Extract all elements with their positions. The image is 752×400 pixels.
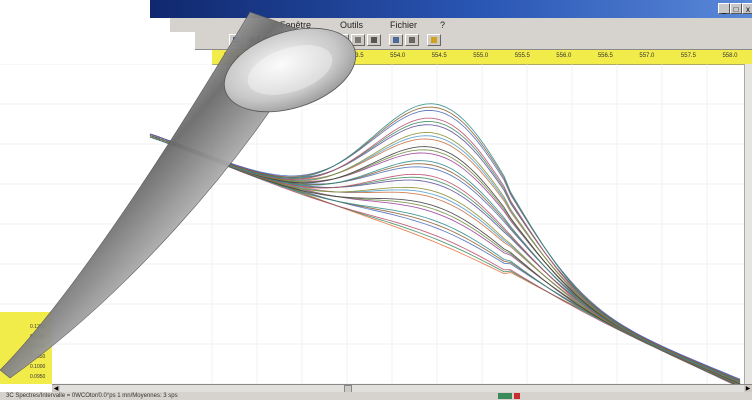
tool-icon [371, 37, 377, 43]
tool-icon [355, 37, 361, 43]
ruler-tick-label: 557.0 [639, 53, 655, 59]
scroll-left-button[interactable]: ◀ [52, 385, 60, 393]
ruler-tick-label: 555.0 [473, 53, 489, 59]
spectrum-series-line [149, 109, 741, 380]
ruler-tick-label: 556.5 [597, 53, 613, 59]
status-indicator-icon [498, 393, 512, 399]
menu-item-fichier[interactable]: Fichier [390, 20, 418, 30]
spectrum-plot [0, 64, 744, 384]
close-button[interactable]: x [742, 3, 752, 14]
minimize-button[interactable]: _ [718, 3, 730, 14]
ruler-tick-label: 557.5 [680, 53, 696, 59]
toolbar-button-8[interactable] [351, 34, 365, 46]
axis-tick-label: 0.1200 [30, 324, 46, 330]
vertical-scrollbar[interactable] [744, 64, 752, 384]
axis-tick-label: 0.1000 [30, 364, 46, 370]
toolbar-button-10[interactable] [389, 34, 403, 46]
ruler-tick-label: 558.0 [722, 53, 738, 59]
status-alert-icon [514, 393, 520, 399]
spectrum-series-line [149, 103, 741, 383]
help-button[interactable] [427, 34, 441, 46]
axis-tick-label: 0.0950 [30, 374, 46, 380]
spectrum-series-line [149, 106, 741, 381]
status-bar: 3C Spectres/Intervalle = 0WCOtor/0.0°ps … [0, 392, 752, 400]
title-bar: _ □ x [150, 0, 752, 18]
menu-item-outils[interactable]: Outils [340, 20, 364, 30]
menu-item-help[interactable]: ? [440, 20, 446, 30]
menu-item-fenetre[interactable]: Fenêtre [280, 20, 312, 30]
toolbar-button-9[interactable] [367, 34, 381, 46]
tool-icon [393, 37, 399, 43]
restore-button[interactable]: □ [730, 3, 742, 14]
ruler-tick-label: 555.5 [514, 53, 530, 59]
help-icon [431, 37, 437, 43]
tool-icon [409, 37, 415, 43]
ruler-tick-label: 554.5 [431, 53, 447, 59]
probe-lens [223, 27, 357, 113]
ruler-tick-label: 554.0 [390, 53, 406, 59]
probe-lens-highlight [247, 45, 333, 95]
toolbar-button-11[interactable] [405, 34, 419, 46]
scroll-right-button[interactable]: ▶ [744, 385, 752, 393]
status-text: 3C Spectres/Intervalle = 0WCOtor/0.0°ps … [6, 393, 178, 399]
ruler-tick-label: 556.0 [556, 53, 572, 59]
